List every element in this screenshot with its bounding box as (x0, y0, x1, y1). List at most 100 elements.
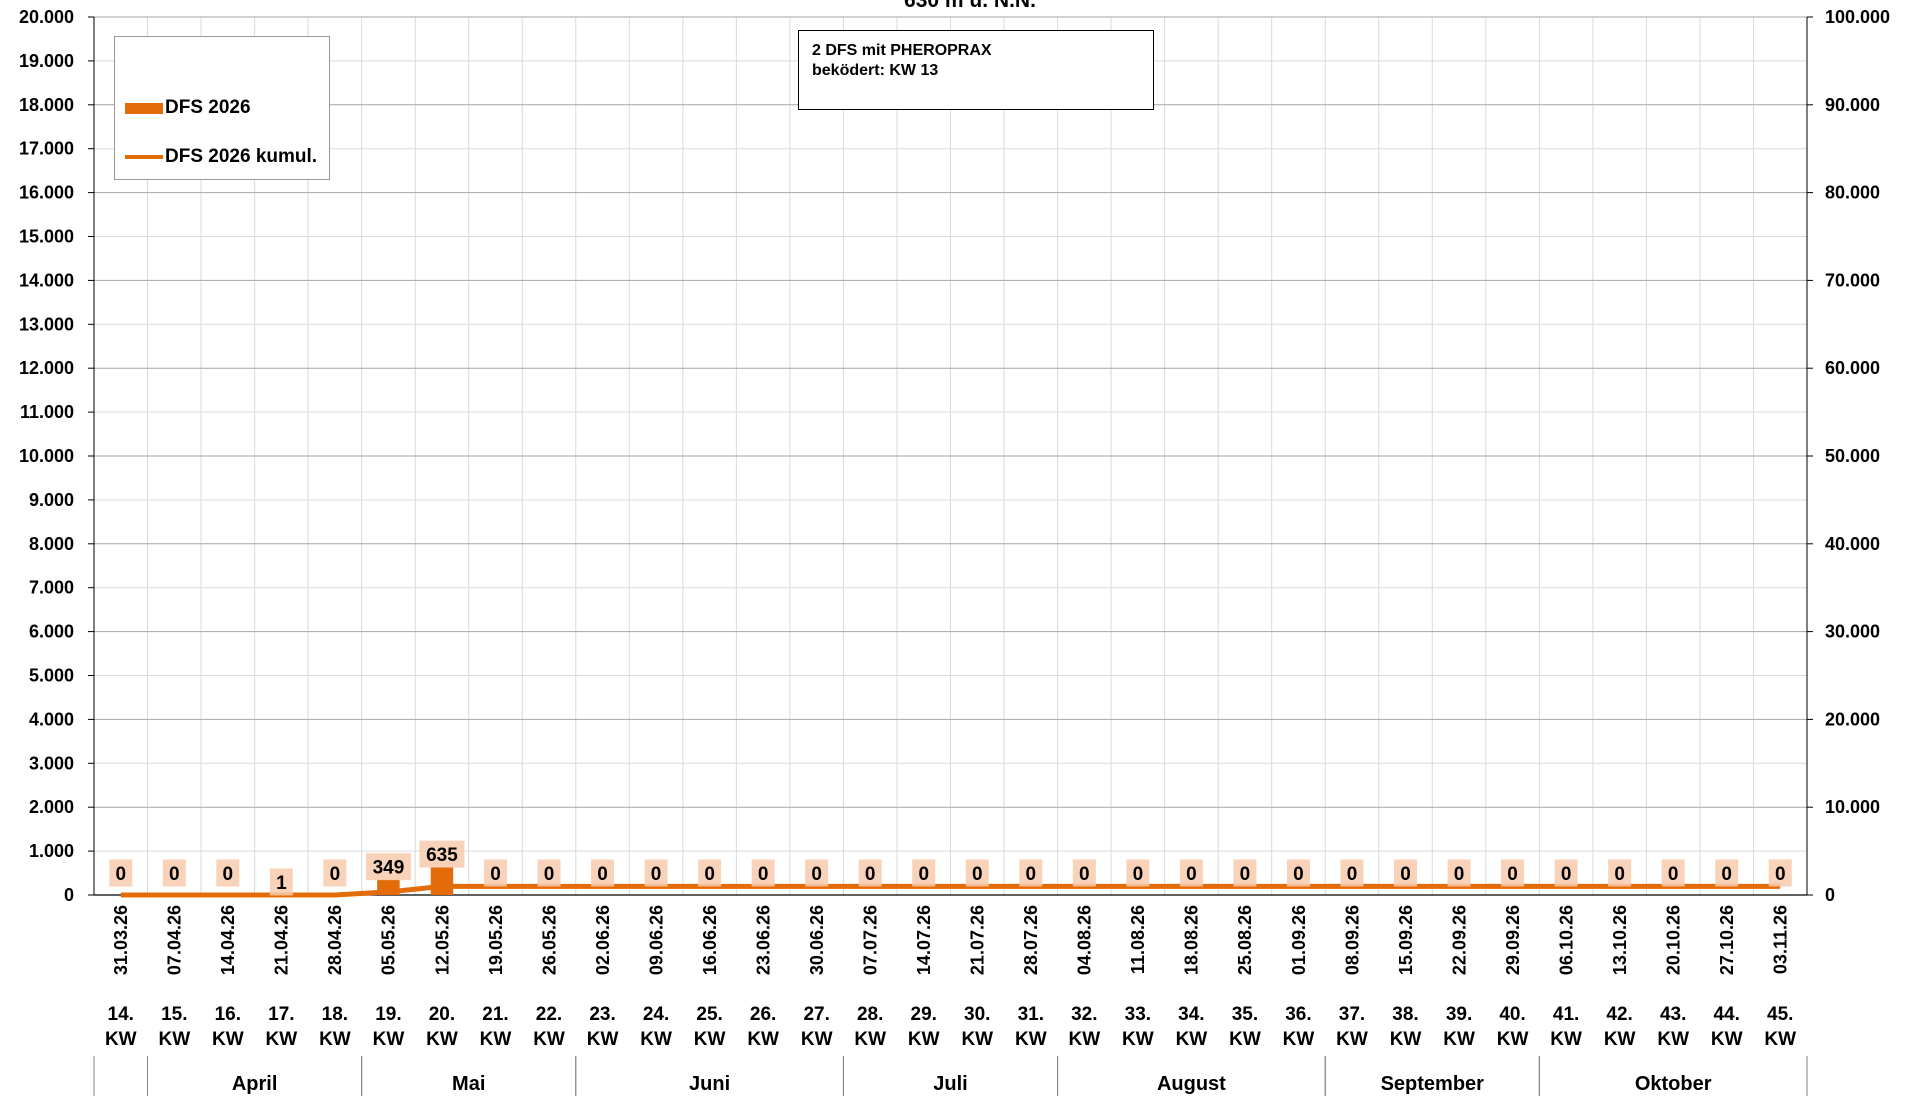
legend-line-swatch (125, 155, 163, 159)
right-tick-label: 80.000 (1825, 183, 1880, 203)
data-label-group: 0 (1340, 860, 1363, 887)
left-axis-ticks: 01.0002.0003.0004.0005.0006.0007.0008.00… (19, 7, 94, 905)
left-tick-label: 20.000 (19, 7, 74, 27)
x-week-label: 28. (857, 1004, 883, 1025)
x-week-label: 20. (429, 1004, 455, 1025)
x-date-label: 21.04.26 (272, 905, 292, 975)
x-kw-label: KW (266, 1029, 298, 1050)
right-tick-label: 90.000 (1825, 95, 1880, 115)
month-label: Mai (452, 1073, 485, 1095)
data-label: 0 (1347, 864, 1358, 885)
month-label: Juli (933, 1073, 967, 1095)
x-date-label: 25.08.26 (1235, 905, 1255, 975)
x-week-label: 15. (161, 1004, 187, 1025)
x-week-label: 43. (1660, 1004, 1686, 1025)
data-label: 0 (651, 864, 662, 885)
right-tick-label: 100.000 (1825, 7, 1890, 27)
right-tick-label: 30.000 (1825, 622, 1880, 642)
right-tick-label: 0 (1825, 885, 1835, 905)
left-tick-label: 9.000 (29, 490, 74, 510)
data-label: 0 (544, 864, 555, 885)
data-label: 0 (1775, 864, 1786, 885)
x-week-label: 39. (1446, 1004, 1472, 1025)
data-label: 0 (1614, 864, 1625, 885)
data-label: 0 (1668, 864, 1679, 885)
left-tick-label: 17.000 (19, 139, 74, 159)
data-label-group: 0 (912, 860, 935, 887)
note-box: 2 DFS mit PHEROPRAX beködert: KW 13 (798, 30, 1154, 110)
left-tick-label: 18.000 (19, 95, 74, 115)
x-kw-label: KW (533, 1029, 565, 1050)
data-label: 1 (276, 873, 287, 894)
data-label: 635 (426, 845, 458, 866)
data-label-group: 0 (805, 860, 828, 887)
left-tick-label: 12.000 (19, 358, 74, 378)
x-week-label: 34. (1178, 1004, 1204, 1025)
left-tick-label: 13.000 (19, 314, 74, 334)
x-kw-label: KW (373, 1029, 405, 1050)
data-label: 0 (972, 864, 983, 885)
data-label-group: 0 (109, 860, 132, 887)
month-label: Juni (689, 1073, 730, 1095)
data-label: 0 (811, 864, 822, 885)
data-label: 349 (373, 858, 405, 879)
legend-bar-swatch (125, 103, 163, 114)
data-label-group: 0 (698, 860, 721, 887)
x-date-label: 02.06.26 (593, 905, 613, 975)
x-date-label: 12.05.26 (432, 905, 452, 975)
x-kw-label: KW (1015, 1029, 1047, 1050)
data-label: 0 (1454, 864, 1465, 885)
data-label-group: 0 (1394, 860, 1417, 887)
x-week-label: 36. (1285, 1004, 1311, 1025)
data-label-group: 0 (966, 860, 989, 887)
data-label-group: 0 (859, 860, 882, 887)
data-label-group: 0 (163, 860, 186, 887)
x-kw-label: KW (1069, 1029, 1101, 1050)
x-date-label: 07.07.26 (861, 905, 881, 975)
left-tick-label: 3.000 (29, 753, 74, 773)
x-week-label: 35. (1232, 1004, 1258, 1025)
x-week-label: 19. (375, 1004, 401, 1025)
data-label: 0 (1240, 864, 1251, 885)
x-date-label: 30.06.26 (807, 905, 827, 975)
chart-title: 630 m ü. N.N. (904, 0, 1036, 12)
x-date-label: 14.07.26 (914, 905, 934, 975)
x-date-label: 07.04.26 (165, 905, 185, 975)
left-tick-label: 6.000 (29, 622, 74, 642)
left-tick-label: 8.000 (29, 534, 74, 554)
x-week-label: 29. (911, 1004, 937, 1025)
x-date-label: 13.10.26 (1610, 905, 1630, 975)
left-tick-label: 15.000 (19, 227, 74, 247)
x-date-label: 28.07.26 (1021, 905, 1041, 975)
left-tick-label: 11.000 (20, 402, 74, 422)
x-kw-label: KW (480, 1029, 512, 1050)
x-week-label: 33. (1125, 1004, 1151, 1025)
x-date-label: 31.03.26 (111, 905, 131, 975)
data-label: 0 (1400, 864, 1411, 885)
data-label: 0 (1186, 864, 1197, 885)
x-date-label: 18.08.26 (1182, 905, 1202, 975)
data-label-group: 0 (752, 860, 775, 887)
data-label-group: 0 (645, 860, 668, 887)
x-week-label: 14. (108, 1004, 134, 1025)
x-date-label: 21.07.26 (968, 905, 988, 975)
left-tick-label: 1.000 (29, 841, 74, 861)
month-label: September (1381, 1073, 1485, 1095)
x-week-label: 40. (1499, 1004, 1525, 1025)
legend-item-dfs-2026: DFS 2026 (125, 96, 251, 120)
x-kw-label: KW (1390, 1029, 1422, 1050)
x-week-label: 32. (1071, 1004, 1097, 1025)
data-label: 0 (865, 864, 876, 885)
x-date-label: 06.10.26 (1556, 905, 1576, 975)
x-kw-label: KW (319, 1029, 351, 1050)
legend-label-dfs-2026-kumul: DFS 2026 kumul. (165, 146, 317, 168)
x-kw-label: KW (1604, 1029, 1636, 1050)
data-label-group: 0 (1662, 860, 1685, 887)
x-week-label: 42. (1606, 1004, 1632, 1025)
data-label-group: 0 (1769, 860, 1792, 887)
legend-label-dfs-2026: DFS 2026 (165, 97, 251, 119)
data-label-group: 1 (270, 868, 293, 895)
note-line-1: 2 DFS mit PHEROPRAX (812, 41, 1153, 61)
x-week-label: 21. (482, 1004, 508, 1025)
